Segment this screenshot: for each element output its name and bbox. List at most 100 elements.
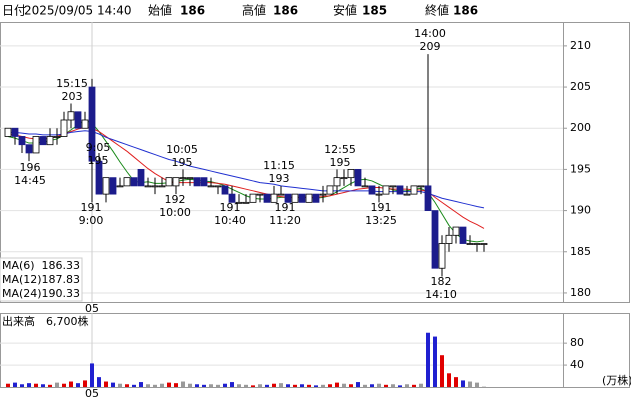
candle-body [137,169,145,187]
candle-body [403,193,411,196]
volume-panel [0,313,630,388]
volume-bar [321,384,325,387]
volume-title: 出来高 [2,314,35,328]
volume-bar [307,384,311,387]
annotation: 13:25 [365,214,397,227]
x-tick-label: 05 [85,387,99,400]
header-text: 終値 [425,3,449,18]
volume-bar [83,380,87,387]
volume-bar [90,363,94,387]
annotation: 193 [269,172,290,185]
candle-body [410,185,418,195]
volume-bar [426,332,430,387]
volume-bar [370,384,374,387]
x-tick-label: 05 [85,302,99,315]
header-text: 始値 [148,3,172,18]
volume-bar [62,383,66,387]
annotation: 15:15 [56,77,88,90]
candle-body [375,193,383,196]
volume-bar [433,336,437,387]
candle-body [95,160,103,195]
candle-body [18,136,26,146]
annotation: 14:00 [414,27,446,40]
volume-bar [195,384,199,387]
candle-body [438,243,446,269]
annotation: 196 [20,161,41,174]
volume-bar [146,384,150,387]
volume-bar [20,384,24,387]
annotation: 191 [220,201,241,214]
legend-box [0,257,83,302]
annotation: 11:15 [263,159,295,172]
candle-body [431,210,439,269]
volume-bar [76,383,80,387]
candle-body [207,185,215,188]
candle-body [389,185,397,188]
candle-body [116,185,124,188]
volume-bar [377,383,381,387]
candle-body [74,111,82,129]
candle-body [200,177,208,187]
candle-body [445,234,453,244]
candle-body [11,127,19,137]
candle-body [305,193,313,203]
candle-body [326,185,334,195]
candle-body [354,169,362,187]
volume-bar [41,384,45,387]
candle-body [67,111,75,121]
legend-name: MA(6) [2,259,35,272]
candle-body [333,177,341,187]
volume-unit: (万株) [602,373,631,387]
header-text: 安値 [333,3,357,18]
volume-bar [412,384,416,387]
candle-body [193,177,201,187]
candle-body [46,136,54,146]
candle-body [53,136,61,138]
volume-bar [125,384,129,387]
volume-bar [216,384,220,387]
annotation: 10:05 [166,143,198,156]
candle-body [466,243,474,245]
candle-body [214,185,222,188]
candle-body [319,193,327,196]
volume-bar [454,377,458,387]
volume-bar [132,384,136,387]
candle-body [4,127,12,137]
y-tick-label: 185 [570,245,591,258]
candle-body [270,193,278,203]
volume-bar [160,383,164,387]
annotation: 9:05 [86,141,111,154]
ma-line [8,130,485,209]
volume-bar [97,377,101,387]
candle-body [32,136,40,154]
candle-body [452,226,460,236]
volume-bar [139,382,143,387]
header-text: 2025/09/05 14:40 [24,4,132,18]
annotation: 182 [431,275,452,288]
volume-bar [398,385,402,387]
legend-value: 187.83 [42,273,81,286]
volume-bar [153,384,157,387]
volume-bar [468,381,472,387]
volume-bar [349,384,353,387]
legend-value: 190.33 [42,287,81,300]
candle-body [473,243,481,245]
candle-body [277,193,285,196]
candle-body [263,193,271,203]
candle-body [158,185,166,188]
volume-bar [230,382,234,387]
volume-latest: 6,700株 [46,314,89,328]
volume-bar [27,383,31,387]
candle-body [179,177,187,180]
header-text: 186 [273,4,298,18]
candle-body [186,177,194,180]
candle-body [172,177,180,187]
volume-bar [300,384,304,387]
volume-bar [13,382,17,387]
volume-bar [286,384,290,387]
y-tick-label: 180 [570,286,591,299]
header-text: 186 [180,4,205,18]
candle-body [165,177,173,187]
volume-bar [48,384,52,387]
candle-body [480,243,488,245]
